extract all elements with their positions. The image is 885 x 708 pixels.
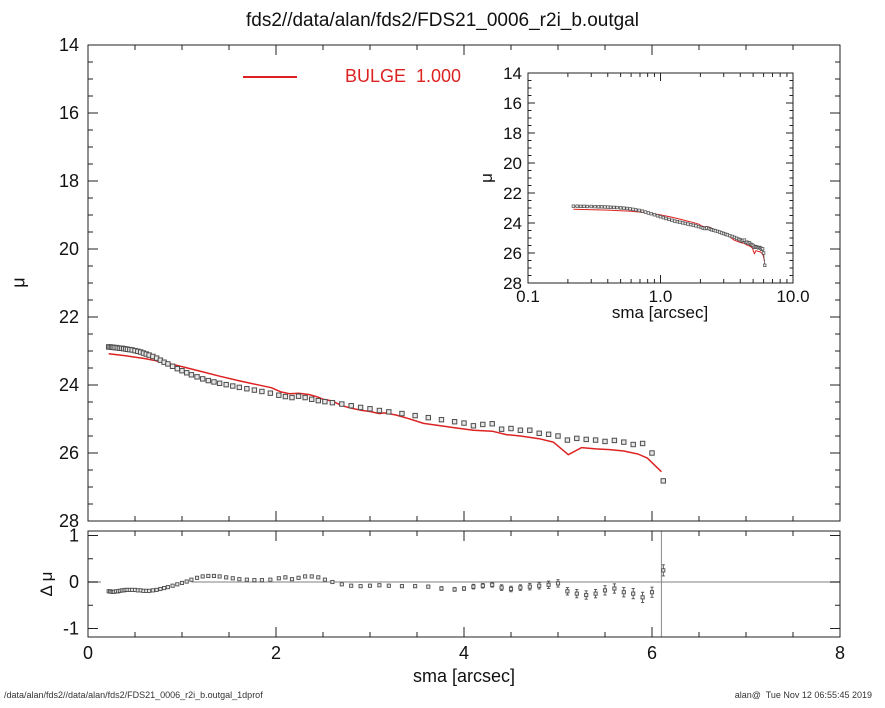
inset-data-points (571, 204, 767, 267)
tick-label: 16 (503, 94, 522, 113)
inset-x-ticks (527, 73, 794, 283)
inset-plot: 0.1 1.0 10.0 14 16 18 20 22 24 26 28 (503, 64, 809, 306)
main-y-axis-label: μ (8, 277, 29, 288)
tick-label: 26 (59, 443, 79, 463)
tick-label: 4 (459, 643, 469, 663)
inset-model-line (573, 208, 766, 262)
residual-x-tick-labels: 0 2 4 6 8 (83, 643, 845, 663)
tick-label: 8 (835, 643, 845, 663)
main-plot: 14 16 18 20 22 24 26 28 (59, 35, 841, 531)
residual-y-tick-labels: 1 0 -1 (63, 526, 79, 639)
tick-label: 14 (503, 64, 522, 83)
bulge-model-line (108, 352, 662, 473)
inset-data-line (573, 205, 766, 266)
main-x-ticks (87, 45, 841, 521)
tick-label: 1 (69, 526, 79, 546)
main-y-tick-labels: 14 16 18 20 22 24 26 28 (59, 35, 79, 531)
tick-label: 0.1 (516, 287, 540, 306)
tick-label: 28 (59, 511, 79, 531)
tick-label: 26 (503, 244, 522, 263)
main-data-points (105, 344, 666, 484)
inset-y-ticks (528, 72, 793, 284)
tick-label: 1.0 (649, 287, 673, 306)
tick-label: 24 (503, 214, 522, 233)
tick-label: 14 (59, 35, 79, 55)
tick-label: 24 (59, 375, 79, 395)
tick-label: 20 (59, 239, 79, 259)
inset-x-axis-label: sma [arcsec] (611, 303, 709, 322)
inset-y-axis-label: μ (476, 173, 496, 183)
tick-label: 0 (83, 643, 93, 663)
legend-model-label: BULGE 1.000 (345, 66, 462, 86)
tick-label: -1 (63, 619, 79, 639)
residual-y-axis-label: Δ μ (37, 571, 56, 597)
tick-label: 2 (271, 643, 281, 663)
main-y-ticks (88, 44, 840, 522)
tick-label: 28 (503, 274, 522, 293)
footer-file-path: /data/alan/fds2//data/alan/fds2/FDS21_00… (4, 690, 263, 700)
tick-label: 6 (647, 643, 657, 663)
residual-plot: 10-10 2 4 6 8 (63, 526, 845, 664)
residual-x-ticks (87, 531, 841, 637)
tick-label: 20 (503, 154, 522, 173)
legend-model-line (243, 76, 297, 78)
inset-x-tick-labels: 0.1 1.0 10.0 (516, 287, 809, 306)
footer-user-timestamp: alan@ Tue Nov 12 06:55:45 2019 (734, 690, 872, 700)
residual-error-bars (400, 564, 665, 603)
tick-label: 22 (503, 184, 522, 203)
plot-title: fds2//data/alan/fds2/FDS21_0006_r2i_b.ou… (246, 10, 639, 31)
tick-label: 22 (59, 307, 79, 327)
inset-y-tick-labels: 14 16 18 20 22 24 26 28 (503, 64, 522, 293)
residual-y-ticks (88, 535, 840, 629)
bottom-x-axis-label: sma [arcsec] (412, 666, 516, 686)
tick-label: 10.0 (776, 287, 809, 306)
tick-label: 18 (59, 171, 79, 191)
residual-points (106, 568, 666, 600)
tick-label: 16 (59, 103, 79, 123)
tick-label: 18 (503, 124, 522, 143)
tick-label: 0 (69, 572, 79, 592)
